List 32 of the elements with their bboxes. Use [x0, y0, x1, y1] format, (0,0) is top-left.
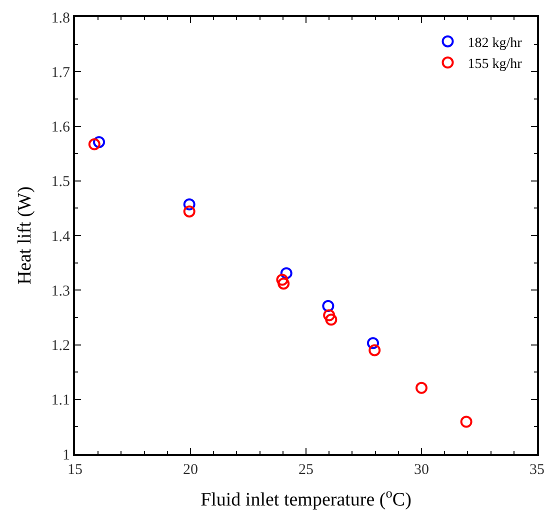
legend-label: 155 kg/hr: [468, 57, 522, 72]
y-tick-label: 1.8: [51, 10, 70, 26]
x-tick-label: 25: [298, 462, 314, 478]
x-tick-label: 35: [530, 462, 544, 478]
point: [366, 337, 379, 350]
y-tick-label: 1.6: [51, 120, 70, 136]
point: [280, 267, 292, 280]
point: [368, 344, 381, 356]
y-tick-label: 1.3: [51, 283, 70, 300]
point: [323, 309, 336, 322]
y-tick-label: 1.2: [51, 338, 70, 354]
point: [325, 314, 338, 326]
y-tick-label: 1.7: [51, 64, 70, 81]
y-tick-label: 1.5: [51, 174, 70, 190]
y-tick-label: 1: [62, 447, 70, 464]
point: [416, 382, 428, 394]
y-tick-label: 1.4: [51, 228, 70, 245]
y-axis-title: Heat lift (W): [14, 186, 36, 285]
point: [93, 136, 106, 148]
point: [183, 198, 196, 210]
point: [276, 274, 288, 286]
legend-label: 182 kg/hr: [468, 36, 522, 51]
point: [460, 416, 472, 428]
x-tick-label: 30: [414, 462, 429, 478]
point: [278, 278, 290, 290]
x-axis-title: Fluid inlet temperature ($^{o}$C): [200, 485, 412, 510]
x-tick-label: 20: [183, 462, 198, 478]
point: [88, 138, 100, 150]
x-tick-label: 15: [68, 462, 82, 478]
y-tick-label: 1.1: [51, 392, 70, 409]
point: [183, 205, 196, 218]
point: [322, 300, 334, 312]
